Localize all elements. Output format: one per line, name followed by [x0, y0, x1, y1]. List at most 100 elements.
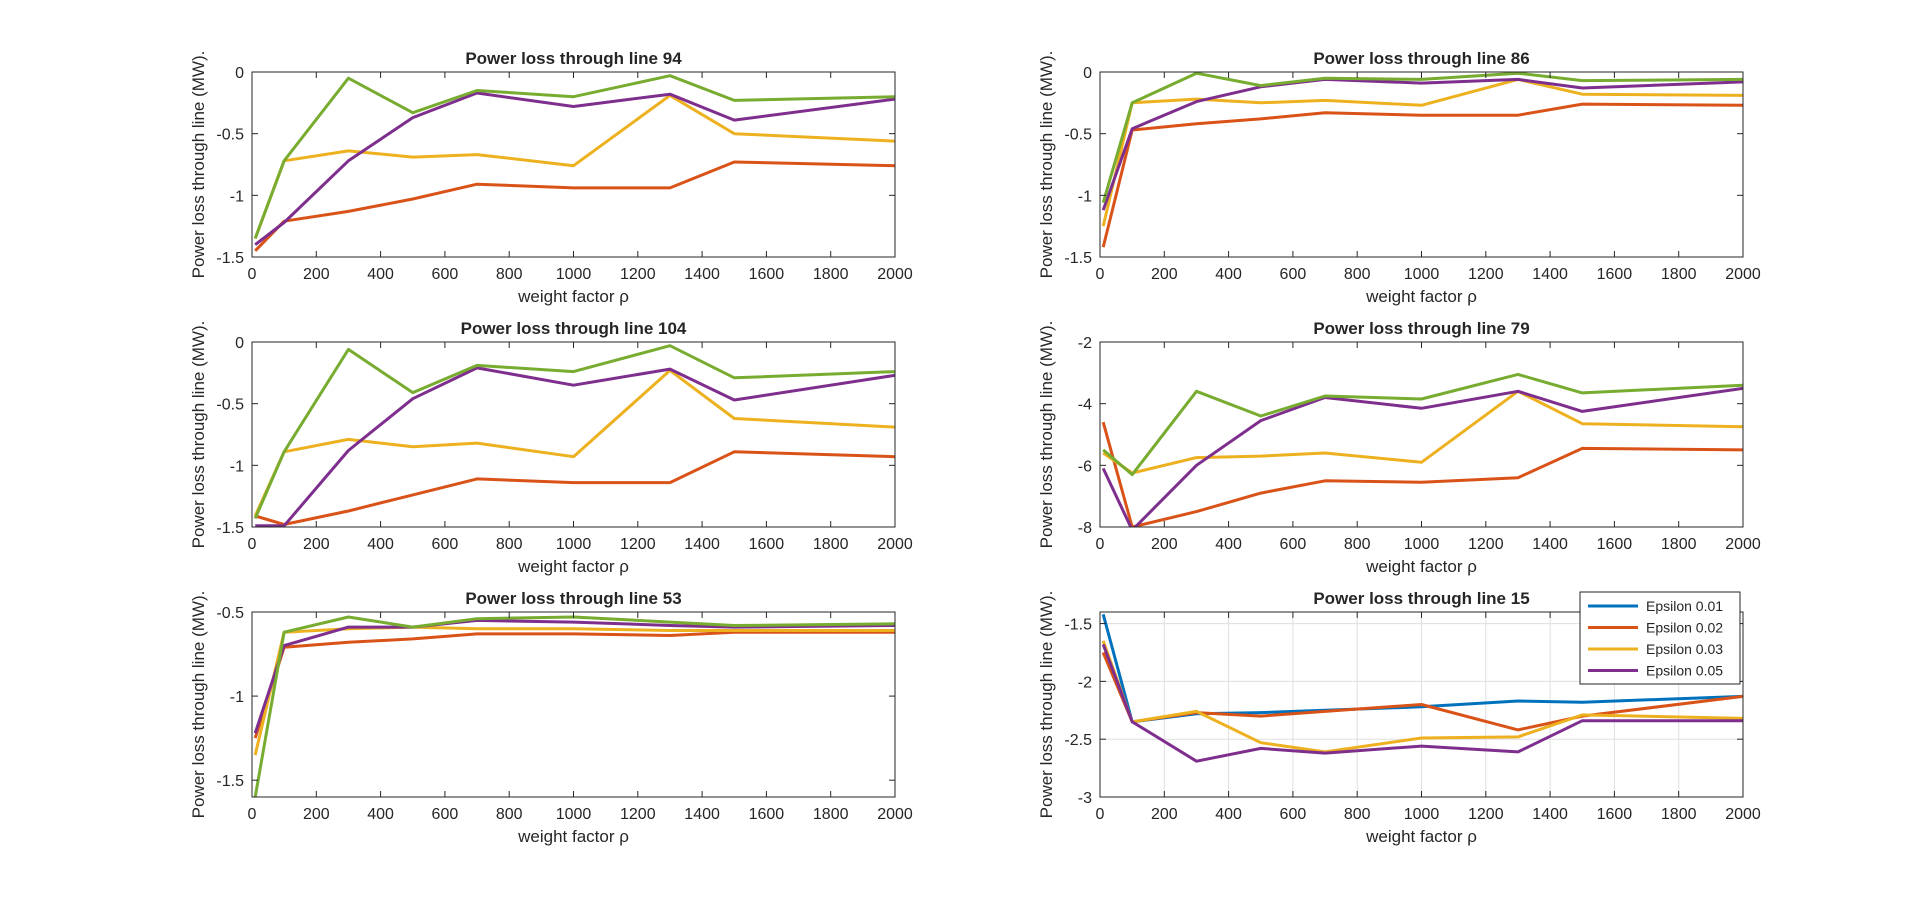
x-tick-label: 1000 — [556, 536, 592, 553]
y-tick-label: 0 — [235, 65, 244, 82]
series-line-unlabeled — [253, 344, 895, 519]
x-tick-label: 200 — [1151, 806, 1178, 823]
x-tick-label: 1000 — [1404, 536, 1440, 553]
x-tick-label: 200 — [1151, 536, 1178, 553]
series-line-epsilon-0-05 — [253, 618, 895, 734]
x-tick-label: 800 — [1344, 536, 1371, 553]
x-tick-label: 200 — [1151, 266, 1178, 283]
x-tick-label: 800 — [1344, 806, 1371, 823]
series-line-epsilon-0-02 — [1101, 421, 1743, 527]
series-line-epsilon-0-03 — [1102, 389, 1743, 475]
x-tick-label: 800 — [1344, 266, 1371, 283]
y-tick-label: -1.5 — [216, 250, 244, 267]
x-tick-label: 400 — [1215, 266, 1242, 283]
x-tick-label: 2000 — [1725, 536, 1761, 553]
chart-panel-4: 0 200 400 600 800 1000 1200 1400 1600 1800 2000 -1.… — [189, 589, 913, 846]
x-tick-label: 600 — [432, 536, 459, 553]
chart-panel-1: 0 200 400 600 800 1000 1200 1400 1600 1800 2000 -1.… — [1037, 49, 1761, 306]
x-tick-label: 1600 — [1597, 266, 1633, 283]
x-tick-label: 1200 — [1468, 536, 1504, 553]
plot-area — [1100, 342, 1743, 527]
x-tick-label: 400 — [367, 266, 394, 283]
x-tick-label: 1600 — [749, 536, 785, 553]
x-tick-label: 400 — [367, 536, 394, 553]
y-tick-label: -2 — [1078, 335, 1092, 352]
legend: Epsilon 0.01 Epsilon 0.02 Epsilon 0.03 Epsi… — [1579, 591, 1741, 685]
x-tick-label: 1400 — [684, 536, 720, 553]
x-tick-label: 1200 — [1468, 806, 1504, 823]
series-group — [1101, 72, 1743, 248]
y-tick-label: -1 — [230, 689, 244, 706]
y-tick-label: -8 — [1078, 520, 1092, 537]
series-line-epsilon-0-02 — [1101, 102, 1743, 248]
x-axis-label: weight factor ρ — [1365, 827, 1477, 846]
series-group — [253, 615, 895, 797]
x-tick-label: 600 — [432, 266, 459, 283]
x-tick-label: 1000 — [556, 266, 592, 283]
x-tick-label: 0 — [248, 266, 257, 283]
x-axis-label: weight factor ρ — [517, 827, 629, 846]
chart-title: Power loss through line 104 — [461, 319, 687, 338]
x-tick-label: 1400 — [1532, 266, 1568, 283]
x-tick-label: 600 — [1280, 266, 1307, 283]
series-line-epsilon-0-03 — [253, 625, 895, 756]
x-tick-label: 2000 — [1725, 266, 1761, 283]
series-line-epsilon-0-05 — [254, 91, 895, 246]
x-tick-label: 0 — [1096, 536, 1105, 553]
y-tick-label: 0 — [1083, 65, 1092, 82]
series-line-unlabeled — [1102, 372, 1743, 477]
x-axis-label: weight factor ρ — [1365, 557, 1477, 576]
x-tick-label: 1800 — [1661, 266, 1697, 283]
x-tick-label: 1800 — [1661, 806, 1697, 823]
series-line-epsilon-0-05 — [255, 366, 895, 527]
y-tick-label: -4 — [1078, 397, 1092, 414]
x-tick-label: 2000 — [877, 266, 913, 283]
legend-label: Epsilon 0.02 — [1646, 620, 1723, 636]
y-tick-label: -1.5 — [1064, 617, 1092, 634]
x-tick-label: 200 — [303, 266, 330, 283]
chart-title: Power loss through line 79 — [1313, 319, 1529, 338]
x-tick-label: 1000 — [556, 806, 592, 823]
y-axis-label: Power loss through line (MW). — [189, 591, 208, 819]
series-group — [253, 74, 895, 252]
x-tick-label: 2000 — [877, 806, 913, 823]
series-line-epsilon-0-05 — [1101, 643, 1743, 763]
x-tick-label: 200 — [303, 536, 330, 553]
y-tick-label: -2 — [1078, 674, 1092, 691]
x-tick-label: 400 — [367, 806, 394, 823]
series-line-epsilon-0-02 — [254, 160, 895, 252]
x-tick-label: 1200 — [620, 536, 656, 553]
x-tick-label: 0 — [1096, 266, 1105, 283]
x-tick-label: 400 — [1215, 536, 1242, 553]
chart-panel-3: 0 200 400 600 800 1000 1200 1400 1600 1800 2000 -8 -… — [1037, 319, 1761, 576]
x-tick-label: 1200 — [620, 806, 656, 823]
plot-area — [252, 342, 895, 527]
x-tick-label: 1600 — [749, 266, 785, 283]
plot-area — [252, 612, 895, 797]
series-line-unlabeled — [253, 74, 895, 240]
y-tick-label: -1.5 — [1064, 250, 1092, 267]
series-line-epsilon-0-03 — [253, 93, 895, 240]
x-tick-label: 200 — [303, 806, 330, 823]
series-group — [1101, 372, 1743, 527]
series-line-epsilon-0-02 — [253, 630, 895, 739]
y-tick-label: -0.5 — [216, 397, 244, 414]
x-tick-label: 1800 — [813, 266, 849, 283]
x-tick-label: 1200 — [1468, 266, 1504, 283]
y-tick-label: 0 — [235, 335, 244, 352]
y-tick-label: -6 — [1078, 458, 1092, 475]
y-axis-label: Power loss through line (MW). — [189, 51, 208, 279]
y-tick-label: -0.5 — [1064, 127, 1092, 144]
x-tick-label: 1800 — [1661, 536, 1697, 553]
x-tick-label: 1200 — [620, 266, 656, 283]
x-tick-label: 1000 — [1404, 806, 1440, 823]
x-tick-label: 1000 — [1404, 266, 1440, 283]
series-line-unlabeled — [253, 615, 895, 797]
x-tick-label: 1400 — [1532, 536, 1568, 553]
y-tick-label: -1.5 — [216, 773, 244, 790]
x-tick-label: 0 — [248, 536, 257, 553]
x-tick-label: 600 — [1280, 806, 1307, 823]
x-tick-label: 2000 — [877, 536, 913, 553]
x-tick-label: 1800 — [813, 536, 849, 553]
